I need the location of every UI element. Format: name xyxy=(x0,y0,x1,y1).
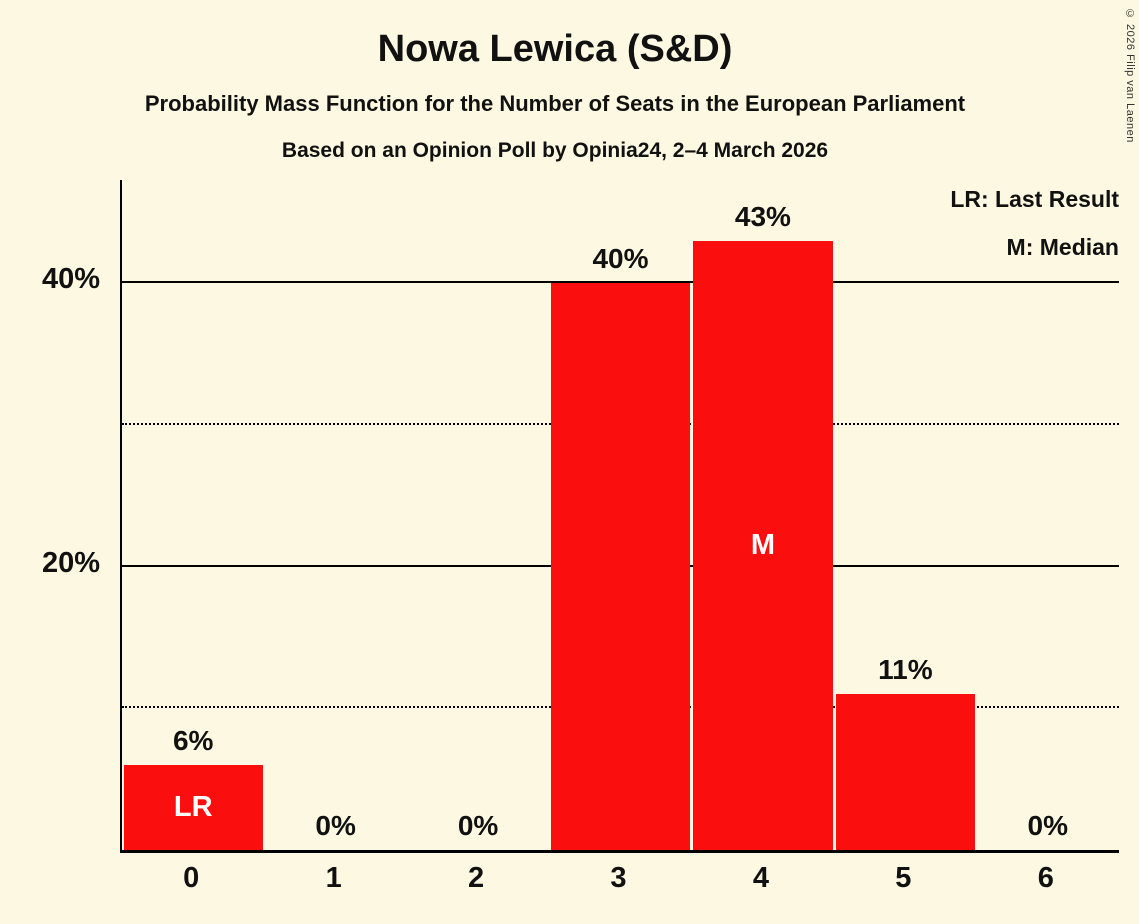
bar-value-label: 11% xyxy=(878,654,933,686)
legend-last-result: LR: Last Result xyxy=(950,186,1119,212)
bar-value-label: 0% xyxy=(1027,810,1068,841)
copyright-notice: © 2026 Filip van Laenen xyxy=(1124,8,1136,143)
bar-value-label: 0% xyxy=(315,810,356,841)
y-tick-label: 20% xyxy=(41,546,100,579)
x-tick-label: 3 xyxy=(610,862,627,894)
x-tick-label: 4 xyxy=(752,862,769,894)
page-title: Nowa Lewica (S&D) xyxy=(377,28,733,70)
bar-value-label: 40% xyxy=(592,243,649,275)
x-axis-tick-labels: 0 1 2 3 4 5 6 xyxy=(120,862,1117,907)
bar-value-label: 43% xyxy=(734,200,791,232)
bar-seat-5 xyxy=(835,694,976,850)
bar-value-label: 6% xyxy=(172,725,214,757)
bar-value-label: 0% xyxy=(457,810,499,841)
gridline-40pct xyxy=(122,281,1119,284)
x-tick-label: 6 xyxy=(1037,862,1054,894)
bar-seat-3 xyxy=(550,283,691,850)
x-tick-label: 5 xyxy=(895,862,912,894)
chart-subtitle-line1: Probability Mass Function for the Number… xyxy=(144,91,966,116)
x-tick-label: 2 xyxy=(467,862,485,894)
bar-annotation-m: M xyxy=(750,528,775,561)
x-tick-label: 0 xyxy=(183,862,200,894)
plot-area: LR 6% 0% 0% 40% M 43% 11% 0% xyxy=(120,180,1119,853)
chart-subtitle-line2: Based on an Opinion Poll by Opinia24, 2–… xyxy=(281,139,829,162)
y-tick-label: 40% xyxy=(41,263,100,296)
x-tick-label: 1 xyxy=(325,862,342,894)
bar-annotation-lr: LR xyxy=(173,791,213,823)
legend-median: M: Median xyxy=(1006,234,1119,260)
bar-seat-4: M xyxy=(693,240,833,850)
bar-seat-0: LR xyxy=(123,765,263,850)
